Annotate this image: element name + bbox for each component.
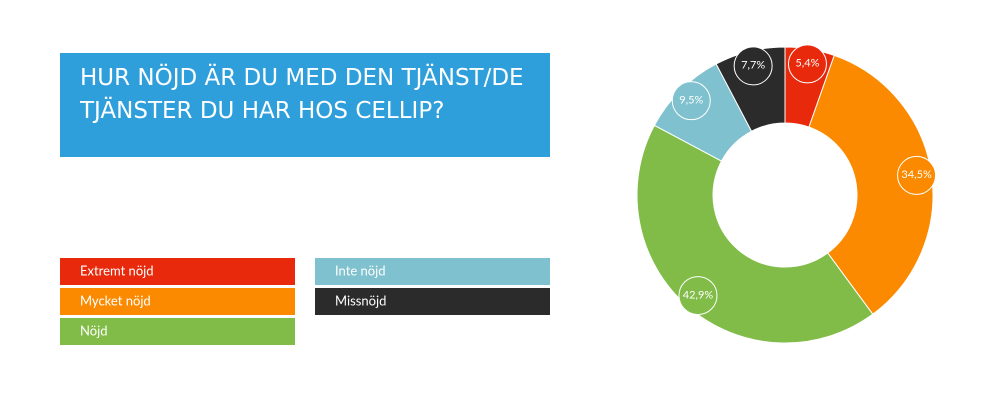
label-bubble: [678, 276, 718, 316]
legend-label: Nöjd: [80, 322, 108, 338]
legend-label: Extremt nöjd: [80, 262, 154, 278]
label-bubble: [787, 44, 827, 84]
value-label: 9,5%: [679, 93, 703, 106]
donut-slice: [808, 54, 934, 315]
label-bubble: [897, 155, 937, 195]
label-bubble: [671, 81, 711, 121]
legend-swatch: [60, 258, 295, 285]
title-box: [60, 53, 550, 157]
legend-label: Inte nöjd: [335, 262, 386, 278]
value-label: 42,9%: [683, 288, 714, 301]
donut-slice: [636, 124, 874, 344]
label-bubble: [733, 46, 773, 86]
legend-swatch: [60, 318, 295, 345]
legend-label: Missnöjd: [335, 292, 386, 308]
legend-label: Mycket nöjd: [80, 292, 151, 308]
value-label: 7,7%: [741, 59, 765, 72]
legend-swatch: [315, 258, 550, 285]
value-label: 34,5%: [901, 168, 932, 181]
chart-title: HUR NÖJD ÄR DU MED DEN TJÄNST/DE TJÄNSTE…: [80, 65, 524, 124]
legend-swatch: [315, 288, 550, 315]
title-wrap: HUR NÖJD ÄR DU MED DEN TJÄNST/DE TJÄNSTE…: [80, 65, 524, 124]
value-label: 5,4%: [795, 57, 819, 70]
legend-swatch: [60, 288, 295, 315]
